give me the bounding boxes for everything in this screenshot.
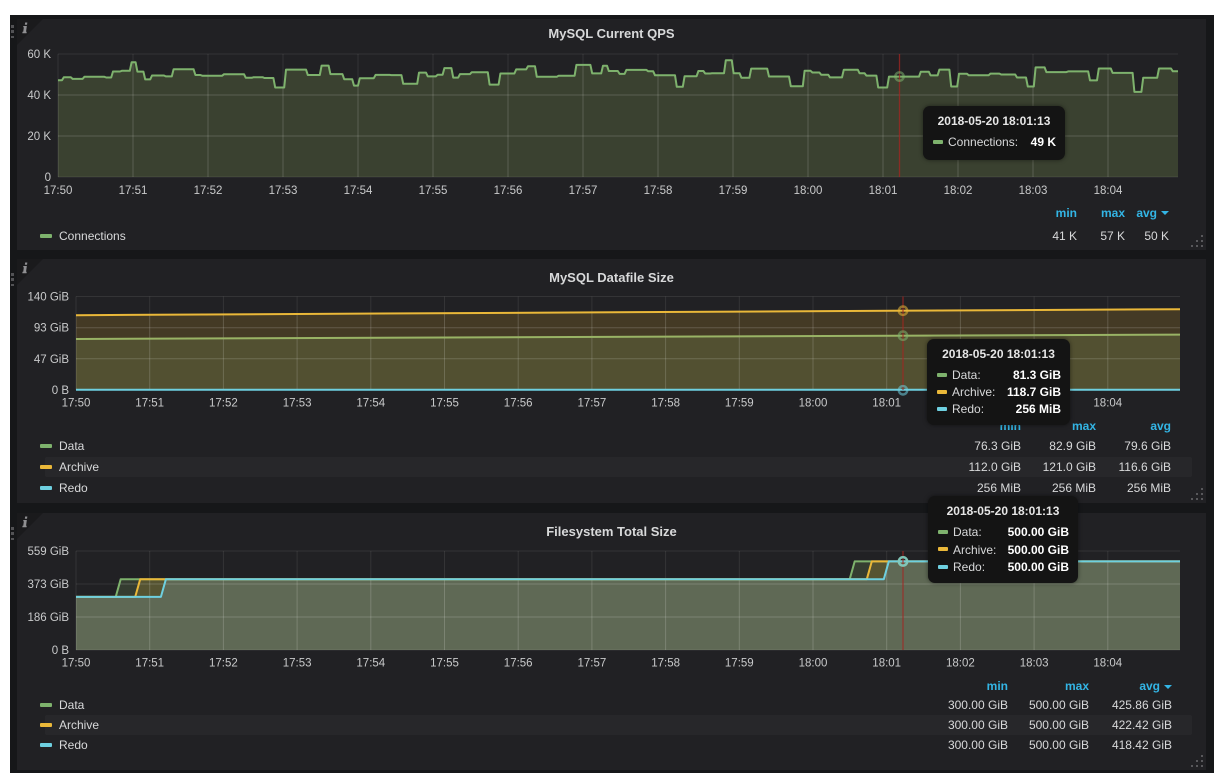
svg-text:17:58: 17:58 <box>651 398 680 410</box>
svg-text:18:02: 18:02 <box>946 658 975 670</box>
svg-text:17:55: 17:55 <box>430 398 459 410</box>
svg-text:17:57: 17:57 <box>578 658 607 670</box>
svg-text:17:57: 17:57 <box>569 185 598 197</box>
svg-text:93 GiB: 93 GiB <box>34 323 69 335</box>
svg-text:17:53: 17:53 <box>283 658 312 670</box>
svg-text:18:00: 18:00 <box>794 185 823 197</box>
svg-text:17:56: 17:56 <box>504 658 533 670</box>
svg-text:18:01: 18:01 <box>872 658 901 670</box>
svg-text:17:51: 17:51 <box>135 658 164 670</box>
svg-text:17:56: 17:56 <box>504 398 533 410</box>
svg-text:17:59: 17:59 <box>725 658 754 670</box>
svg-text:17:54: 17:54 <box>344 185 373 197</box>
svg-text:17:57: 17:57 <box>578 398 607 410</box>
svg-text:0 B: 0 B <box>52 645 70 657</box>
svg-text:0 B: 0 B <box>52 385 70 397</box>
svg-text:17:50: 17:50 <box>44 185 73 197</box>
svg-text:186 GiB: 186 GiB <box>27 612 69 624</box>
svg-text:17:52: 17:52 <box>209 398 238 410</box>
svg-text:47 GiB: 47 GiB <box>34 354 69 366</box>
svg-text:18:02: 18:02 <box>944 185 973 197</box>
svg-text:17:51: 17:51 <box>135 398 164 410</box>
svg-text:0: 0 <box>45 172 51 184</box>
svg-text:17:53: 17:53 <box>283 398 312 410</box>
svg-text:140 GiB: 140 GiB <box>27 292 69 304</box>
svg-text:17:53: 17:53 <box>269 185 298 197</box>
svg-text:18:00: 18:00 <box>799 398 828 410</box>
svg-text:17:54: 17:54 <box>356 658 385 670</box>
svg-text:17:51: 17:51 <box>119 185 148 197</box>
svg-text:17:55: 17:55 <box>430 658 459 670</box>
svg-text:559 GiB: 559 GiB <box>27 546 69 558</box>
svg-text:18:04: 18:04 <box>1094 185 1123 197</box>
svg-text:17:58: 17:58 <box>644 185 673 197</box>
svg-text:17:58: 17:58 <box>651 658 680 670</box>
svg-text:17:59: 17:59 <box>719 185 748 197</box>
svg-text:18:03: 18:03 <box>1019 185 1048 197</box>
svg-text:18:00: 18:00 <box>799 658 828 670</box>
svg-text:17:56: 17:56 <box>494 185 523 197</box>
svg-text:17:50: 17:50 <box>62 658 91 670</box>
svg-text:18:04: 18:04 <box>1093 398 1122 410</box>
svg-text:17:54: 17:54 <box>356 398 385 410</box>
svg-text:20 K: 20 K <box>27 131 51 143</box>
svg-text:17:52: 17:52 <box>194 185 223 197</box>
svg-text:40 K: 40 K <box>27 90 51 102</box>
svg-text:18:03: 18:03 <box>1020 658 1049 670</box>
svg-text:17:59: 17:59 <box>725 398 754 410</box>
svg-text:373 GiB: 373 GiB <box>27 579 69 591</box>
svg-text:17:55: 17:55 <box>419 185 448 197</box>
svg-text:17:52: 17:52 <box>209 658 238 670</box>
svg-text:18:01: 18:01 <box>869 185 898 197</box>
svg-text:60 K: 60 K <box>27 49 51 61</box>
svg-text:18:04: 18:04 <box>1093 658 1122 670</box>
svg-text:17:50: 17:50 <box>62 398 91 410</box>
svg-text:18:01: 18:01 <box>872 398 901 410</box>
